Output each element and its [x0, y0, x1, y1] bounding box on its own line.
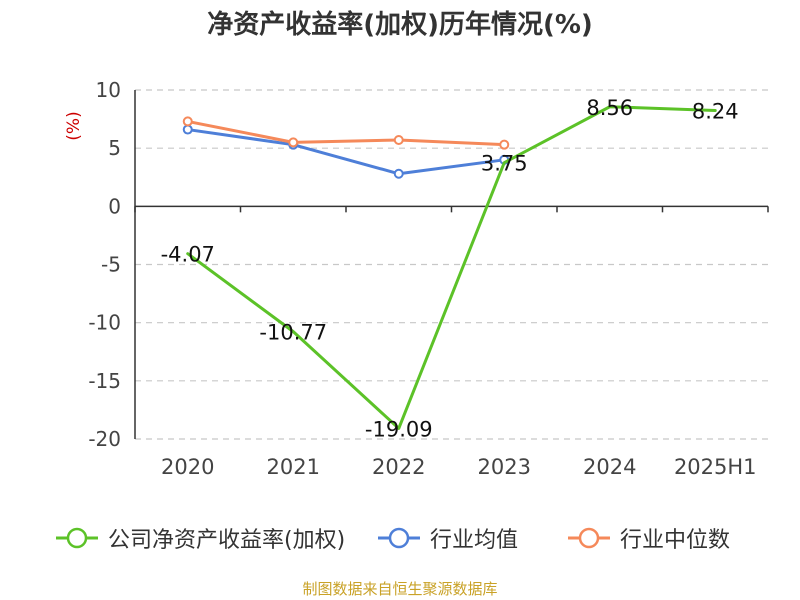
- legend-swatch-icon: [56, 527, 98, 549]
- legend-label: 行业均值: [430, 528, 519, 553]
- data-label: -19.09: [365, 417, 433, 441]
- data-label: 3.75: [481, 152, 528, 176]
- y-tick-label: 10: [96, 78, 121, 102]
- x-tick-label: 2022: [372, 455, 425, 479]
- legend-swatch-circle: [388, 527, 410, 549]
- legend-swatch-icon: [568, 527, 610, 549]
- y-tick-label: 5: [108, 136, 121, 160]
- data-label: -4.07: [161, 243, 215, 267]
- legend: 公司净资产收益率(加权) 行业均值 行业中位数: [0, 520, 800, 556]
- series-2-line: [186, 119, 506, 147]
- legend-item-0[interactable]: 公司净资产收益率(加权): [54, 520, 345, 556]
- series-0-line: [186, 105, 717, 430]
- x-tick-label: 2024: [583, 455, 636, 479]
- x-tick-label: 2020: [161, 455, 214, 479]
- series-1-line: [186, 128, 506, 176]
- legend-label: 行业中位数: [620, 528, 731, 553]
- data-labels: -4.07 -10.77 -19.09 3.75 8.56 8.24: [161, 96, 739, 442]
- series-2-point: [288, 137, 299, 148]
- legend-label: 公司净资产收益率(加权): [108, 528, 346, 553]
- y-tick-label: -20: [88, 427, 121, 451]
- data-label: 8.56: [586, 96, 633, 120]
- y-tick-label: -5: [101, 253, 121, 277]
- legend-item-1[interactable]: 行业均值: [376, 520, 518, 556]
- series-1-point: [393, 168, 404, 179]
- legend-item-2[interactable]: 行业中位数: [566, 520, 730, 556]
- x-tick-label: 2025H1: [674, 455, 757, 479]
- y-tick-label: -10: [88, 311, 121, 335]
- source-note: 制图数据来自恒生聚源数据库: [302, 580, 498, 598]
- series-2-point: [182, 116, 193, 127]
- axes: 10 5 0 -5 -10 -15 -20 (%) 2020 2021 2022 2023 2024 20…: [64, 78, 769, 479]
- x-tick-label: 2023: [478, 455, 531, 479]
- series-1-point: [182, 124, 193, 135]
- chart-title: 净资产收益率(加权)历年情况(%): [207, 10, 593, 40]
- legend-swatch-circle: [578, 527, 600, 549]
- series-2-point: [499, 139, 510, 150]
- legend-swatch-circle: [66, 527, 88, 549]
- data-label: -10.77: [259, 321, 327, 345]
- y-axis-label: (%): [64, 111, 84, 140]
- series-2-point: [393, 135, 404, 146]
- data-label: 8.24: [692, 99, 739, 123]
- legend-swatch-icon: [378, 527, 420, 549]
- y-tick-label: -15: [88, 369, 121, 393]
- x-tick-label: 2021: [267, 455, 320, 479]
- series-lines: [182, 105, 717, 430]
- y-tick-label: 0: [108, 194, 121, 218]
